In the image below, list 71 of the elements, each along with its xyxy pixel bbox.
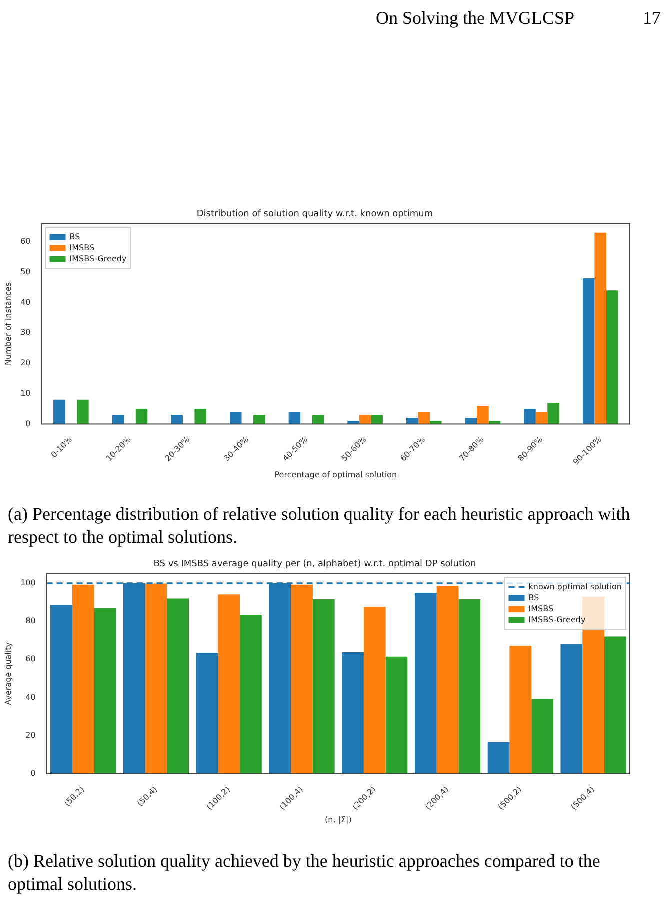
bar (77, 400, 89, 424)
text: On Solving the MVGLCSP (376, 8, 575, 29)
bar (524, 409, 536, 424)
bar (548, 402, 560, 424)
bar (136, 409, 148, 424)
y-tick-label: 20 (26, 730, 36, 740)
bar (171, 415, 183, 424)
y-tick-label: 60 (20, 237, 31, 246)
bar (560, 644, 583, 774)
bar (288, 412, 301, 424)
bar (458, 600, 481, 774)
bar (582, 278, 595, 424)
bar (112, 415, 124, 424)
bar (532, 699, 554, 774)
bar (167, 598, 190, 774)
bar (488, 742, 510, 774)
bar (414, 593, 437, 774)
bar (477, 406, 489, 424)
text: (b) Relative solution quality achieved by the heuristic approaches compared to the optimal solutions. (8, 850, 602, 896)
bar (50, 605, 72, 774)
bar (386, 656, 408, 774)
y-tick-label: 0 (30, 769, 36, 778)
legend-label: IMSBS-Greedy (70, 254, 127, 264)
bar (312, 600, 335, 774)
bar (230, 412, 242, 424)
bar (72, 584, 94, 774)
bar (194, 409, 206, 424)
bar (364, 607, 386, 774)
x-axis-title: (n, |Σ|) (325, 815, 352, 824)
ref-line-label: known optimal solution (528, 582, 622, 592)
bar (606, 290, 618, 424)
legend-label: IMSBS (70, 243, 95, 252)
y-tick-label: 80 (26, 616, 36, 626)
chart-title: Distribution of solution quality w.r.t. known optimum (196, 210, 434, 220)
y-tick-label: 60 (26, 654, 36, 664)
legend-label: IMSBS (528, 604, 554, 614)
text: 17 (643, 8, 661, 29)
bar (218, 594, 240, 774)
bar (254, 415, 266, 424)
legend-label: IMSBS-Greedy (528, 615, 586, 624)
bar (94, 608, 116, 774)
y-tick-label: 30 (20, 328, 31, 338)
bar (342, 652, 364, 774)
bar (594, 232, 606, 424)
bar (54, 400, 66, 424)
bar (536, 412, 548, 424)
y-tick-label: 20 (20, 358, 31, 368)
bar (145, 584, 168, 774)
chart-title: BS vs IMSBS average quality per (n, alphabet) w.r.t. optimal DP solution (154, 560, 476, 570)
y-tick-label: 40 (26, 692, 36, 702)
bar (371, 415, 383, 424)
bar (510, 646, 532, 774)
legend-label: BS (528, 593, 540, 602)
bar (240, 614, 262, 774)
y-tick-label: 10 (20, 388, 31, 398)
bar (196, 653, 218, 774)
bar (418, 412, 430, 424)
y-tick-label: 100 (20, 578, 36, 588)
x-axis-title: Percentage of optimal solution (274, 470, 398, 480)
y-tick-label: 40 (20, 298, 31, 307)
legend-label: BS (70, 232, 80, 242)
bar (359, 415, 372, 424)
y-axis-title: Average quality (4, 642, 13, 706)
y-tick-label: 50 (20, 267, 31, 276)
y-tick-label: 0 (26, 419, 31, 428)
y-axis-title: Number of instances (4, 282, 13, 366)
bar (604, 636, 626, 774)
text: (a) Percentage distribution of relative solution quality for each heuristic approach with respect to the optimal solutions. (8, 503, 632, 549)
bar (312, 415, 324, 424)
bar (291, 584, 313, 774)
bar (436, 586, 459, 774)
